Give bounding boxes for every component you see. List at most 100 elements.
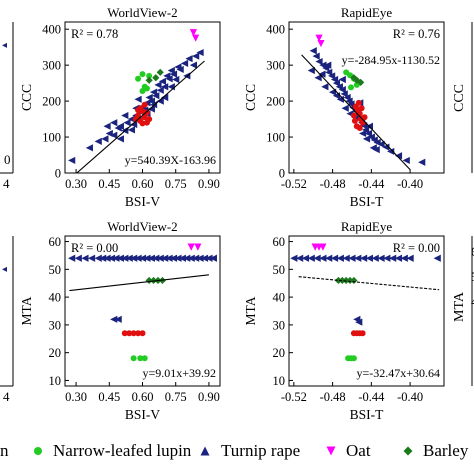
- data-point-turnip-rape: [369, 144, 377, 152]
- data-point-turnip-rape: [127, 115, 136, 123]
- x-tick-label: -0.48: [320, 390, 346, 404]
- data-point-turnip-rape: [290, 254, 298, 262]
- y-tick-label: 200: [266, 95, 285, 109]
- data-point-turnip-rape: [364, 129, 373, 138]
- x-tick-label: -0.52: [281, 390, 307, 404]
- data-point-turnip-rape: [110, 119, 118, 127]
- data-point-turnip-rape: [361, 126, 370, 134]
- data-point-turnip-rape: [156, 86, 164, 94]
- data-point-turnip-rape: [74, 254, 82, 262]
- data-point-narrow-leafed-lupin: [348, 84, 354, 91]
- data-point-turnip-rape: [383, 254, 391, 262]
- data-point-turnip-rape: [94, 254, 102, 262]
- data-point-turnip-rape: [328, 72, 336, 80]
- points-layer: [68, 29, 204, 165]
- chart-title: RapidEye: [341, 5, 392, 20]
- data-point-turnip-rape: [103, 122, 111, 130]
- y-tick-label: 0: [55, 167, 61, 181]
- data-point-turnip-rape: [338, 85, 346, 94]
- data-point-turnip-rape: [209, 254, 217, 262]
- legend-label: Barley: [423, 441, 469, 460]
- data-point-red: [141, 101, 148, 108]
- y-tick-label: 200: [42, 95, 61, 109]
- data-point-turnip-rape: [121, 111, 129, 120]
- y-tick-label: 400: [266, 23, 285, 37]
- data-point-turnip-rape: [87, 254, 96, 262]
- left-fragments: 0 4 4 ◂ ◂: [0, 22, 14, 404]
- data-point-oat: [317, 39, 325, 48]
- equation-label: y=-284.95x-1130.52: [342, 53, 440, 67]
- data-point-oat: [194, 243, 202, 251]
- data-point-turnip-rape: [354, 254, 362, 262]
- regression-line: [301, 54, 411, 171]
- data-point-turnip-rape: [169, 70, 178, 78]
- y-tick-label: 40: [273, 291, 286, 305]
- data-point-turnip-rape: [134, 254, 142, 262]
- data-point-barley: [152, 74, 160, 82]
- data-point-turnip-rape: [309, 47, 317, 55]
- data-point-red: [121, 330, 128, 337]
- data-point-turnip-rape: [145, 93, 153, 102]
- legend-label: n: [0, 441, 9, 460]
- x-tick-label: 0.75: [165, 390, 187, 404]
- right-bottom-ytick-3: 40: [471, 294, 474, 309]
- plot-frame: [288, 235, 445, 387]
- r-squared-label: R² = 0.00: [393, 241, 440, 255]
- data-point-barley: [346, 276, 354, 285]
- data-point-turnip-rape: [121, 254, 129, 262]
- y-tick-label: 60: [49, 235, 62, 249]
- y-tick-label: 100: [42, 131, 61, 145]
- data-point-turnip-rape: [123, 119, 131, 127]
- data-point-turnip-rape: [103, 254, 111, 262]
- right-fragments: CCC MTA 60 50 40: [452, 22, 474, 386]
- data-point-turnip-rape: [152, 92, 160, 100]
- data-point-turnip-rape: [125, 254, 133, 262]
- data-point-turnip-rape: [325, 68, 333, 76]
- data-point-turnip-rape: [205, 254, 213, 262]
- data-point-turnip-rape: [112, 254, 120, 262]
- panel-p4: RapidEye -0.52 -0.48 -0.44 -0.40 10 20 30 40 50 60…: [243, 219, 445, 422]
- data-point-turnip-rape: [161, 93, 169, 102]
- data-point-turnip-rape: [85, 144, 93, 152]
- chart-title: RapidEye: [341, 219, 392, 234]
- x-tick-label: -0.40: [397, 390, 423, 404]
- legend-marker: [326, 446, 336, 456]
- data-point-turnip-rape: [314, 74, 322, 82]
- data-point-turnip-rape: [134, 95, 142, 103]
- data-point-turnip-rape: [172, 75, 180, 84]
- data-point-red: [358, 105, 365, 112]
- chart-title: WorldView-2: [107, 219, 177, 234]
- data-point-turnip-rape: [110, 315, 118, 323]
- data-point-turnip-rape: [387, 147, 395, 156]
- data-point-barley: [145, 76, 153, 84]
- y-tick-label: 400: [42, 23, 61, 37]
- data-point-barley: [156, 68, 164, 76]
- data-point-red: [350, 112, 357, 119]
- data-point-turnip-rape: [161, 83, 169, 91]
- data-point-turnip-rape: [402, 156, 410, 165]
- data-point-turnip-rape: [389, 254, 397, 262]
- data-point-turnip-rape: [158, 77, 167, 85]
- r-squared-label: R² = 0.78: [71, 27, 118, 41]
- x-tick-label: 0.30: [65, 390, 87, 404]
- data-point-barley: [357, 78, 365, 86]
- data-point-turnip-rape: [359, 254, 368, 262]
- data-point-turnip-rape: [336, 254, 344, 262]
- data-point-turnip-rape: [147, 254, 155, 262]
- y-tick-label: 20: [49, 346, 62, 360]
- data-point-turnip-rape: [355, 318, 363, 326]
- r-squared-label: R² = 0.00: [71, 241, 118, 255]
- data-point-red: [361, 114, 368, 121]
- data-point-turnip-rape: [433, 254, 441, 262]
- data-point-red: [355, 99, 362, 106]
- legend: n Narrow-leafed lupin Turnip rape Oat Barley: [0, 441, 469, 460]
- plot-frame: [64, 21, 221, 174]
- legend-marker: [200, 446, 210, 456]
- data-point-narrow-leafed-lupin: [143, 85, 150, 92]
- data-point-red: [135, 107, 142, 114]
- equation-label: y=-32.47x+30.64: [356, 366, 440, 380]
- y-tick-label: 30: [49, 318, 62, 332]
- data-point-turnip-rape: [156, 97, 164, 105]
- y-tick-label: 10: [273, 374, 286, 388]
